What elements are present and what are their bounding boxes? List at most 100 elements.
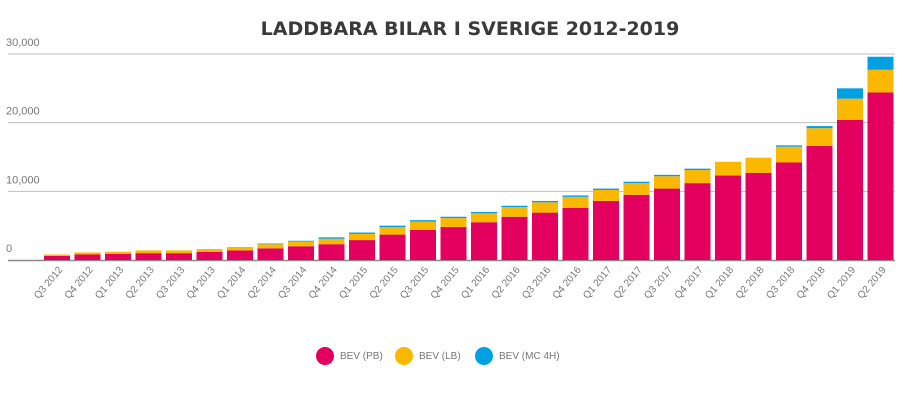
bar-segment [501,205,528,208]
bar-segment [349,233,375,241]
bar-segment [562,196,589,208]
bar-segment [806,126,833,129]
bar-segment [532,202,558,213]
bar-segment [593,189,619,201]
bar-segment [318,244,345,260]
bar-segment [745,172,772,260]
bar-segment [379,225,406,228]
bars [44,56,894,260]
x-tick-label: Q2 2014 [246,265,279,302]
bar-segment [654,188,680,260]
y-axis-ticks: 0 10,000 20,000 30,000 [6,37,40,255]
bar-segment [654,176,680,189]
x-tick-label: Q3 2018 [764,265,797,302]
bar-segment [410,220,436,222]
bar-segment [715,175,741,260]
x-tick-label: Q3 2017 [642,265,675,302]
x-tick-label: Q3 2016 [520,265,553,302]
bar-segment [562,207,589,260]
bar-segment [74,254,101,260]
legend-swatch [395,347,413,365]
x-tick-label: Q1 2014 [215,265,248,302]
bar-segment [806,128,833,147]
bar-segment [562,195,589,197]
bar-segment [593,200,619,260]
bar-segment [654,174,680,177]
bar-segment [288,241,314,247]
bar-segment [135,253,162,260]
x-tick-label: Q4 2015 [429,265,462,302]
legend-item: BEV (PB) [316,347,383,365]
legend-label: BEV (LB) [419,351,461,362]
x-tick-label: Q2 2019 [856,265,889,302]
bar-segment [44,255,70,260]
x-tick-label: Q4 2016 [551,265,584,302]
x-tick-label: Q3 2014 [276,265,309,302]
bar-segment [867,92,894,260]
bar-segment [440,216,467,219]
bar-segment [410,221,436,230]
bar-segment [196,251,223,260]
x-tick-label: Q4 2018 [795,265,828,302]
bar-segment [837,119,863,260]
bar-segment [440,227,467,260]
bar-segment [257,243,284,245]
bar-segment [166,250,192,254]
x-tick-label: Q1 2015 [337,265,370,302]
y-tick-label: 10,000 [6,174,40,186]
y-tick-label: 30,000 [6,37,40,49]
x-tick-label: Q1 2013 [93,265,126,302]
bar-segment [684,183,711,260]
bar-segment [867,69,894,93]
bar-segment [501,207,528,217]
bar-segment [471,222,497,260]
bar-segment [196,249,223,252]
chart-title: LADDBARA BILAR I SVERIGE 2012-2019 [261,18,680,40]
bar-segment [166,253,192,260]
bar-segment [349,240,375,260]
x-tick-label: Q1 2018 [703,265,736,302]
bar-segment [105,251,131,254]
bar-segment [532,212,558,260]
bar-segment [776,146,802,163]
bar-segment [623,194,650,260]
bar-segment [623,181,650,184]
bar-segment [593,188,619,190]
legend-swatch [316,347,334,365]
bar-segment [257,244,284,249]
bar-segment [715,161,741,176]
bar-segment [776,145,802,147]
bar-segment [684,168,711,171]
x-tick-label: Q1 2016 [459,265,492,302]
bar-segment [105,253,131,260]
bar-segment [227,250,253,260]
legend-swatch [475,347,493,365]
bar-segment [318,237,345,239]
bar-segment [623,183,650,195]
x-tick-label: Q4 2012 [63,265,96,302]
bar-segment [379,234,406,260]
x-tick-label: Q3 2015 [398,265,431,302]
bar-segment [501,216,528,260]
bar-segment [440,218,467,228]
bar-segment [410,229,436,260]
legend-item: BEV (LB) [395,347,461,365]
x-tick-label: Q2 2015 [368,265,401,302]
bar-segment [288,240,314,242]
y-tick-label: 0 [6,243,12,255]
bar-segment [837,98,863,120]
y-tick-label: 20,000 [6,106,40,118]
bar-segment [74,252,101,255]
bar-segment [745,157,772,173]
bar-segment [532,200,558,203]
legend-item: BEV (MC 4H) [475,347,560,365]
x-tick-label: Q2 2013 [124,265,157,302]
bar-segment [867,56,894,70]
x-tick-label: Q3 2012 [32,265,65,302]
x-tick-label: Q1 2019 [825,265,858,302]
x-tick-label: Q4 2013 [185,265,218,302]
x-tick-label: Q3 2013 [154,265,187,302]
x-tick-label: Q2 2017 [612,265,645,302]
